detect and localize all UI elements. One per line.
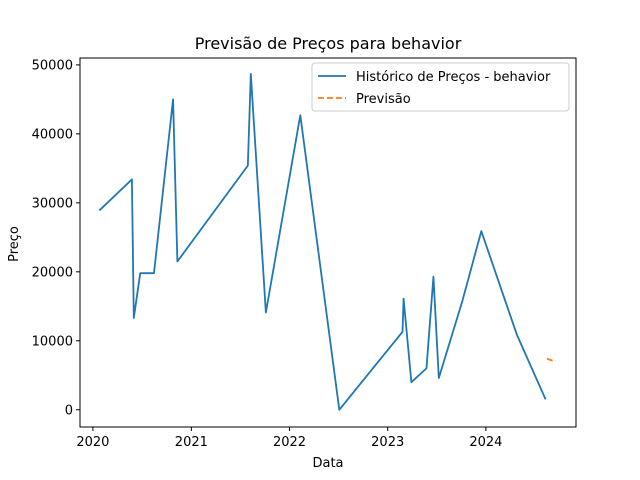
y-tick-label-2: 20000	[32, 265, 73, 280]
x-tick-label-3: 2023	[371, 435, 404, 450]
x-tick-label-2: 2022	[273, 435, 306, 450]
x-tick-label-4: 2024	[469, 435, 502, 450]
y-tick-label-3: 30000	[32, 196, 73, 211]
legend: Histórico de Preços - behavior Previsão	[311, 62, 570, 112]
chart-title: Previsão de Preços para behavior	[195, 34, 462, 53]
y-axis-title: Preço	[7, 226, 22, 262]
x-axis-title: Data	[312, 456, 343, 471]
legend-box	[311, 62, 570, 112]
y-tick-label-4: 40000	[32, 127, 73, 142]
x-tick-label-1: 2021	[175, 435, 208, 450]
legend-label-0: Histórico de Preços - behavior	[356, 70, 551, 85]
axes: 2020 2021 2022 2023 2024 0 10000 20000 30000 4000…	[32, 57, 577, 450]
legend-label-1: Previsão	[356, 92, 411, 107]
y-tick-label-5: 50000	[32, 58, 73, 73]
y-tick-label-1: 10000	[32, 334, 73, 349]
series-line-0	[98, 72, 547, 411]
series-lines	[98, 72, 555, 411]
y-tick-label-0: 0	[65, 403, 73, 418]
plot-frame	[79, 57, 577, 428]
series-line-1	[546, 357, 555, 363]
x-tick-label-0: 2020	[76, 435, 109, 450]
